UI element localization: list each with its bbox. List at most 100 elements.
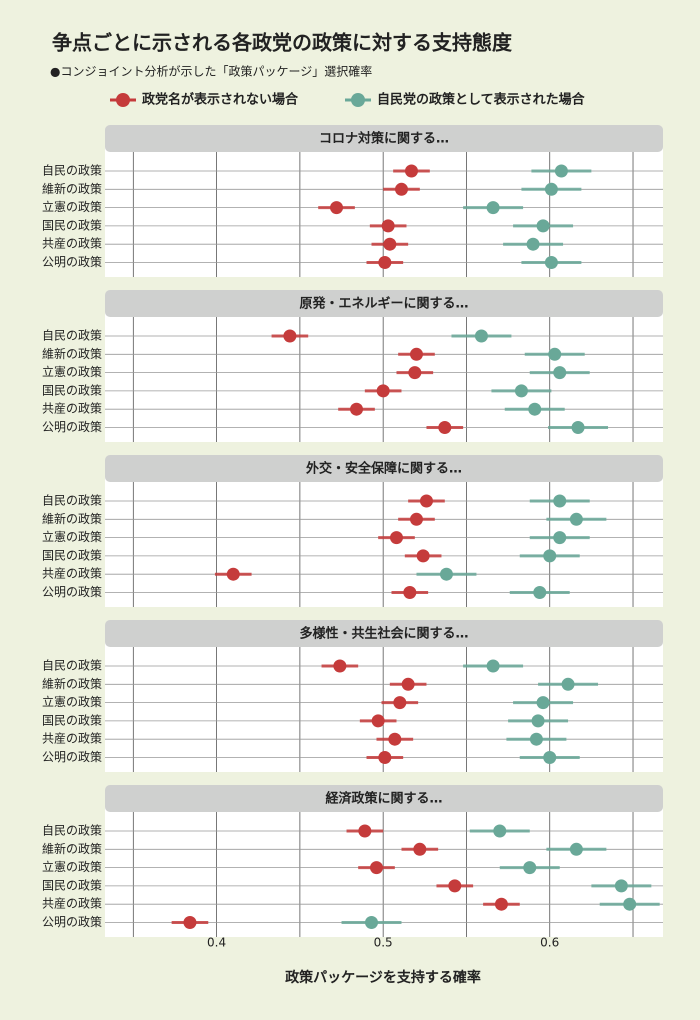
dot: [183, 916, 197, 929]
category-label: 立憲の政策: [42, 529, 102, 544]
panel-header: [105, 455, 663, 482]
dot: [350, 402, 364, 416]
dot: [330, 201, 344, 215]
category-label: 国民の政策: [42, 548, 102, 562]
dot: [543, 549, 557, 563]
dot: [571, 421, 585, 434]
dot: [226, 567, 240, 581]
dot: [486, 201, 500, 215]
dot: [569, 842, 583, 856]
x-tick-label: 0.4: [207, 936, 226, 950]
category-label: 自民の政策: [42, 824, 102, 838]
dot: [394, 182, 408, 196]
category-label: 共産の政策: [42, 731, 102, 746]
panel-background: [105, 630, 663, 772]
category-label: 維新の政策: [42, 346, 102, 361]
dot: [529, 732, 543, 746]
category-label: 公明の政策: [42, 255, 102, 269]
panel-header: [105, 620, 663, 647]
dot: [378, 751, 392, 764]
dot: [438, 421, 452, 434]
dot: [533, 586, 547, 599]
category-label: 共産の政策: [42, 896, 102, 911]
category-label: 維新の政策: [42, 841, 102, 856]
dot: [474, 329, 488, 343]
panel-header: [105, 290, 663, 317]
dot: [544, 256, 558, 269]
x-axis-label: 政策パッケージを支持する確率: [285, 969, 481, 986]
dot: [553, 366, 567, 380]
legend-marker: [351, 93, 365, 107]
dot: [494, 897, 508, 911]
panel-title: 経済政策に関する…: [325, 791, 442, 807]
panel-header: [105, 785, 663, 812]
category-label: 国民の政策: [42, 383, 102, 397]
category-label: 公明の政策: [42, 585, 102, 599]
dot: [365, 916, 379, 929]
dot: [614, 879, 628, 893]
category-label: 維新の政策: [42, 511, 102, 526]
dot: [493, 824, 507, 838]
dot: [376, 384, 390, 398]
panel-background: [105, 300, 663, 442]
dot: [553, 531, 567, 545]
dot: [388, 732, 402, 746]
dot: [486, 659, 500, 673]
dot: [416, 549, 430, 563]
panel-title: 外交・安全保障に関する…: [305, 461, 462, 477]
dot: [408, 366, 422, 380]
dot: [333, 659, 347, 673]
category-label: 維新の政策: [42, 181, 102, 196]
dot: [523, 861, 537, 875]
dot: [548, 347, 562, 361]
dot: [409, 512, 423, 526]
dot: [403, 586, 417, 599]
category-label: 自民の政策: [42, 329, 102, 343]
category-label: 自民の政策: [42, 494, 102, 508]
category-label: 国民の政策: [42, 218, 102, 232]
category-label: 立憲の政策: [42, 859, 102, 874]
category-label: 共産の政策: [42, 236, 102, 251]
dot: [536, 219, 550, 233]
category-label: 共産の政策: [42, 401, 102, 416]
dot: [448, 879, 462, 893]
chart-subtitle: ●コンジョイント分析が示した「政策パッケージ」選択確率: [50, 64, 372, 79]
category-label: 立憲の政策: [42, 199, 102, 214]
dot: [413, 842, 427, 856]
dot: [371, 714, 385, 728]
dot: [409, 347, 423, 361]
category-label: 公明の政策: [42, 420, 102, 434]
dot: [401, 677, 415, 691]
dot: [439, 567, 453, 581]
panel-title: 多様性・共生社会に関する…: [299, 626, 468, 642]
dot: [389, 531, 403, 545]
dot: [623, 897, 637, 911]
category-label: 自民の政策: [42, 164, 102, 178]
dot: [393, 696, 407, 710]
panel-background: [105, 465, 663, 607]
panel-header: [105, 125, 663, 152]
panel-title: コロナ対策に関する…: [319, 131, 449, 147]
dot: [283, 329, 297, 343]
chart-title: 争点ごとに示される各政党の政策に対する支持態度: [52, 31, 513, 55]
category-label: 立憲の政策: [42, 364, 102, 379]
dot: [528, 402, 542, 416]
dot: [561, 677, 575, 691]
legend-label: 自民党の政策として表示された場合: [377, 92, 586, 108]
category-label: 公明の政策: [42, 750, 102, 764]
category-label: 立憲の政策: [42, 694, 102, 709]
dot: [404, 164, 418, 178]
dot: [514, 384, 528, 398]
dot: [526, 237, 540, 251]
legend-marker: [116, 93, 130, 107]
panel-title: 原発・エネルギーに関する…: [299, 296, 468, 312]
dot: [358, 824, 372, 838]
dot: [536, 696, 550, 710]
dot: [543, 751, 557, 764]
dot: [370, 861, 384, 875]
dot: [553, 494, 567, 508]
category-label: 国民の政策: [42, 713, 102, 727]
dot: [378, 256, 392, 269]
dot: [381, 219, 395, 233]
